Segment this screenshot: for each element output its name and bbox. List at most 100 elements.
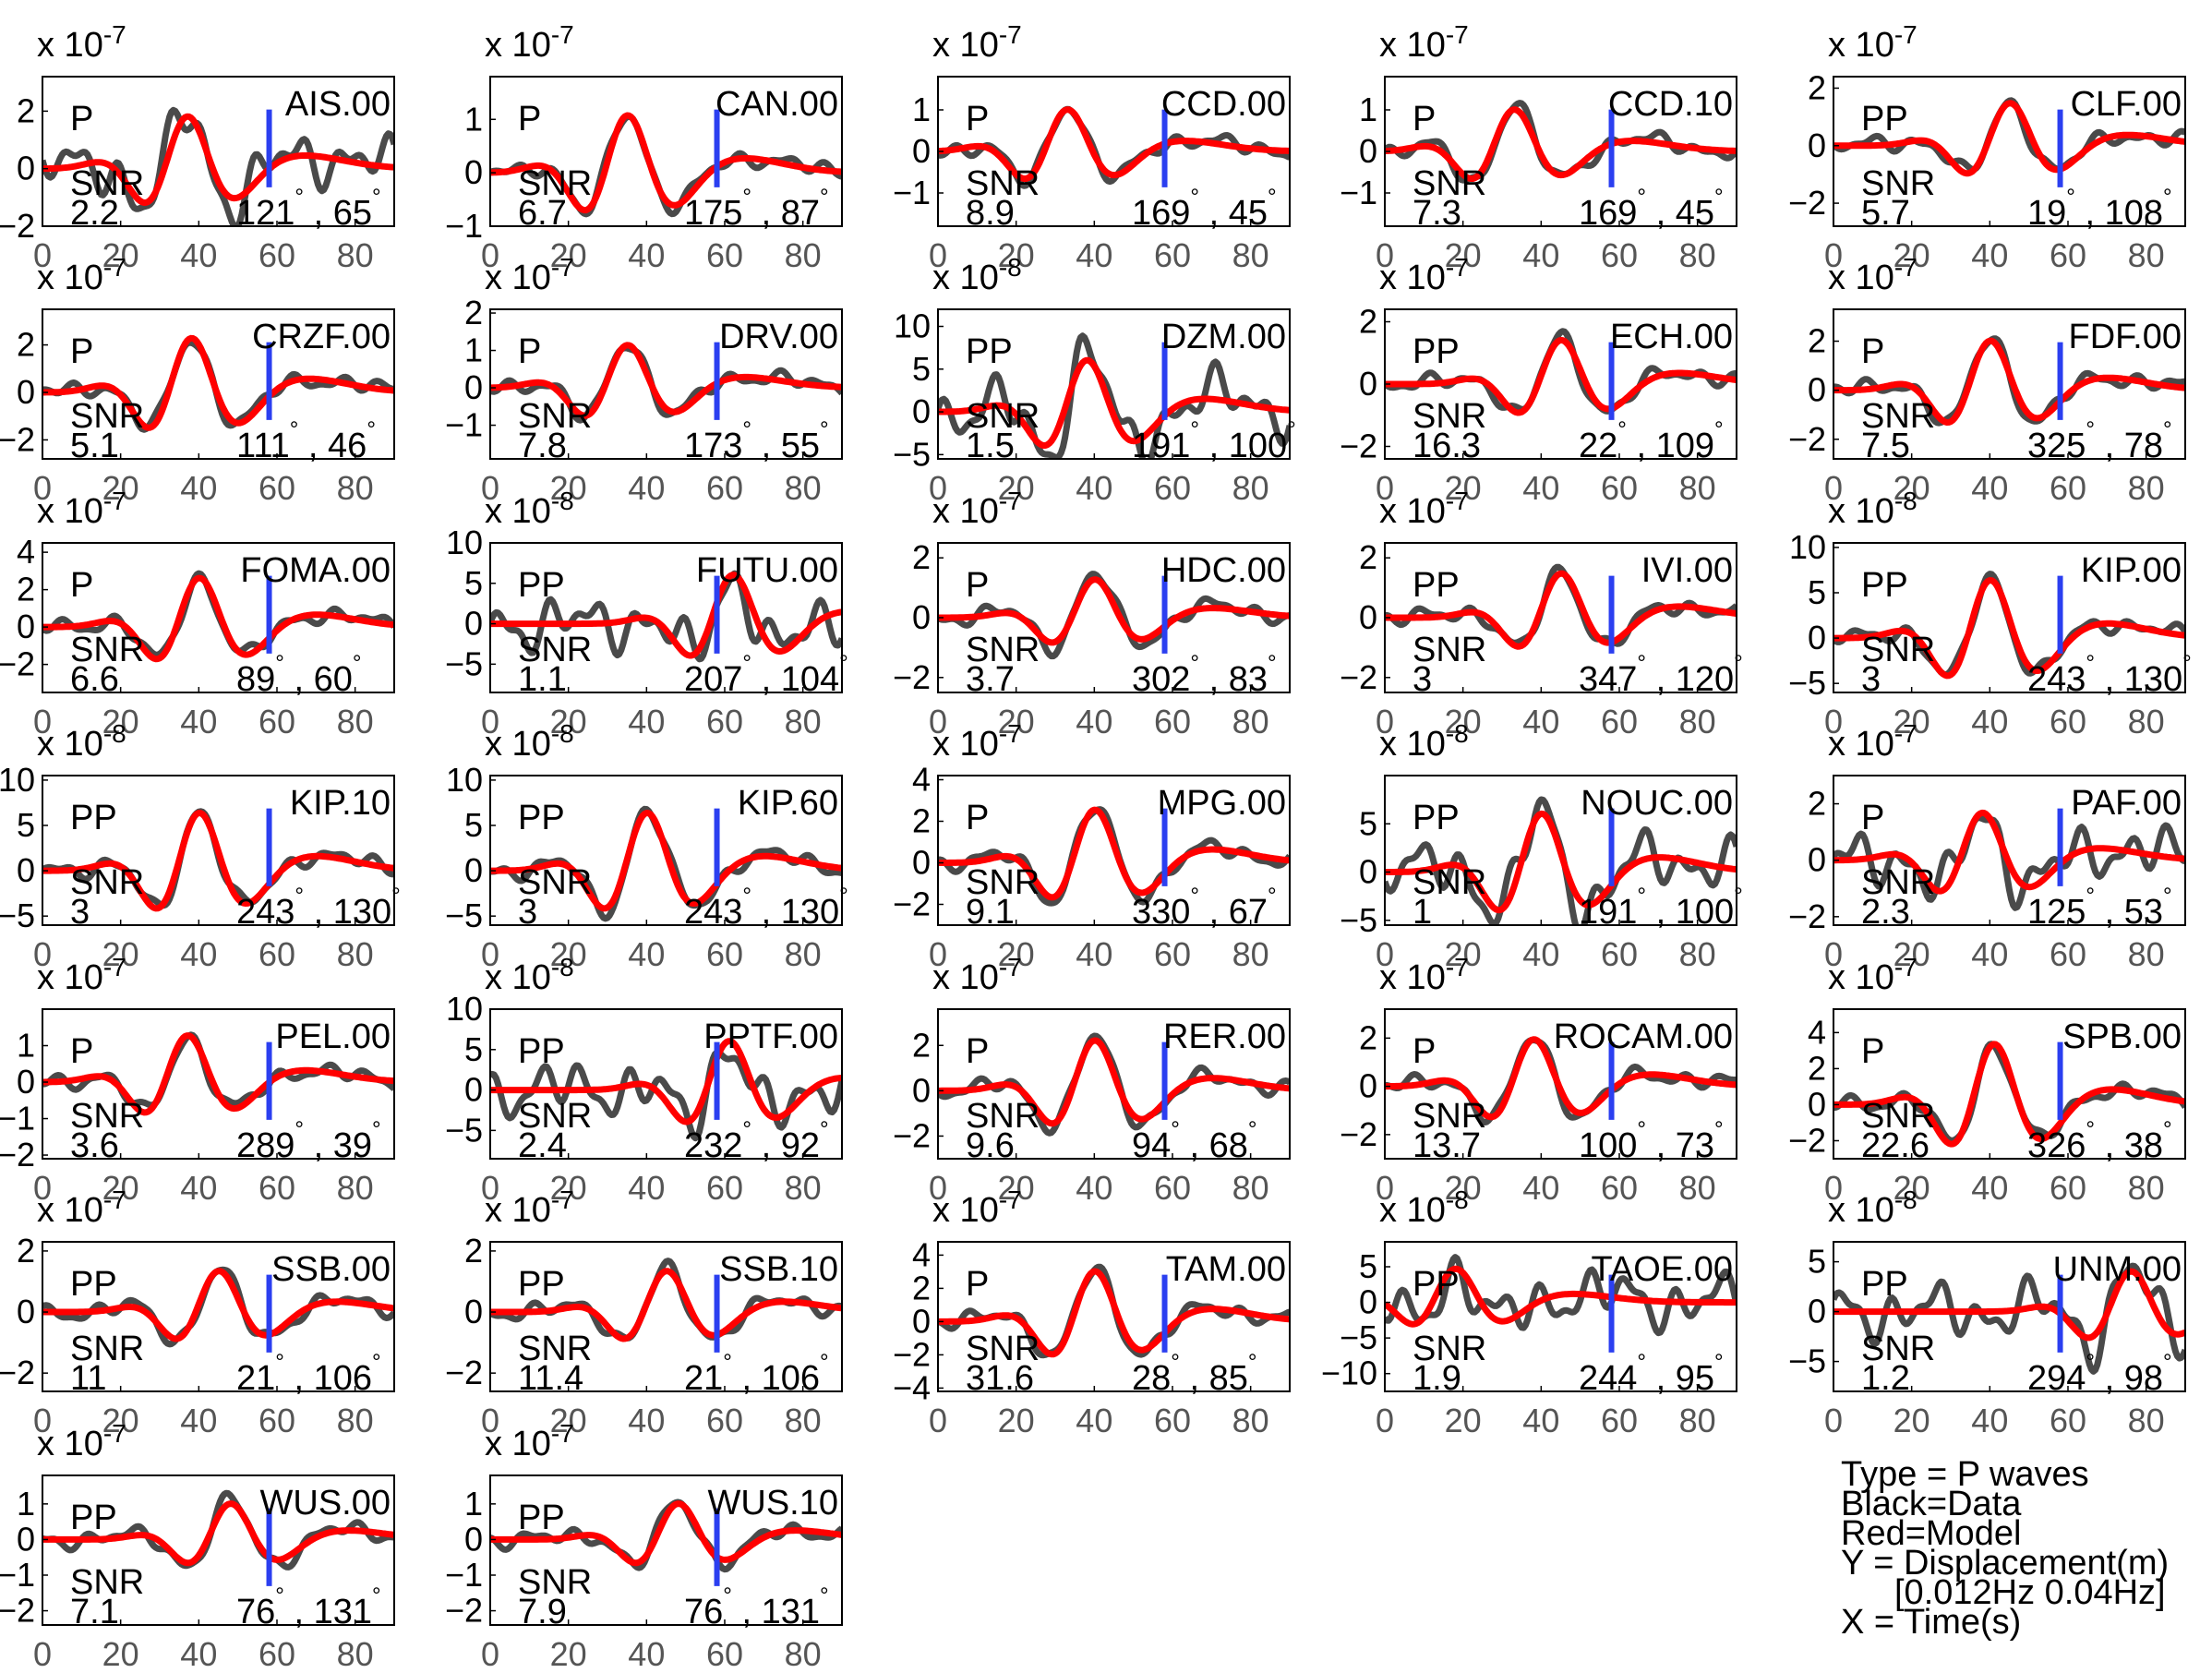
x-tick-label: 80 (1232, 1169, 1269, 1207)
y-tick-label: −2 (1340, 658, 1377, 696)
x-tick-label: 20 (102, 703, 139, 740)
y-exponent-label: x 10-7 (485, 253, 574, 297)
station-name: KIP.10 (290, 784, 391, 823)
y-tick-label: 2 (17, 91, 35, 129)
x-tick-label: 40 (180, 935, 217, 973)
x-tick-label: 60 (2050, 1169, 2086, 1207)
x-tick-label: 40 (1522, 1169, 1559, 1207)
axes-frame (489, 76, 843, 227)
x-tick-label: 60 (706, 935, 743, 973)
model-trace (1833, 577, 2185, 680)
x-tick-label: 80 (2128, 236, 2165, 274)
snr-label: SNR (1413, 1097, 1486, 1136)
x-tick-label: 40 (1076, 1402, 1112, 1439)
snr-value: 6.6 (70, 660, 119, 699)
x-tick-label: 20 (998, 469, 1035, 507)
x-tick-label: 60 (1601, 469, 1638, 507)
x-tick-label: 80 (2128, 703, 2165, 740)
phase-label: PP (1413, 799, 1460, 837)
x-tick-label: 20 (102, 469, 139, 507)
x-tick-label: 20 (102, 1402, 139, 1439)
data-trace (490, 1049, 842, 1142)
snr-value: 11 (70, 1359, 106, 1398)
station-name: PAF.00 (2071, 784, 2182, 823)
snr-value: 5.1 (70, 427, 119, 465)
x-tick-label: 60 (1154, 236, 1191, 274)
station-name: MPG.00 (1158, 784, 1286, 823)
snr-label: SNR (518, 1563, 592, 1602)
y-tick-label: 4 (17, 533, 35, 571)
y-tick-label: 2 (464, 294, 483, 331)
phase-label: P (966, 799, 989, 837)
phase-label: PP (1413, 332, 1460, 371)
y-exponent-label: x 10-8 (1379, 1186, 1469, 1230)
phase-label: P (1861, 332, 1884, 371)
y-tick-label: 10 (446, 761, 483, 799)
x-tick-label: 0 (481, 935, 499, 973)
azimuth-distance: 19° , 108° (2027, 185, 2172, 233)
y-tick-label: 10 (1789, 528, 1826, 566)
x-tick-label: 0 (481, 236, 499, 274)
station-name: DRV.00 (719, 318, 838, 356)
x-tick-label: 40 (180, 469, 217, 507)
x-tick-label: 0 (929, 1402, 947, 1439)
axes-frame (42, 1241, 395, 1392)
snr-value: 2.3 (1861, 893, 1910, 932)
x-tick-label: 40 (628, 469, 665, 507)
y-tick-label: −5 (1788, 664, 1826, 702)
y-exponent-label: x 10-7 (1828, 719, 1917, 764)
y-tick-label: 0 (912, 844, 931, 882)
x-tick-label: 20 (1893, 703, 1930, 740)
x-tick-label: 20 (550, 1169, 587, 1207)
phase-label: PP (1413, 566, 1460, 605)
y-tick-label: 0 (464, 1520, 483, 1558)
axes-frame (42, 1474, 395, 1626)
azimuth-distance: 173° , 55° (684, 417, 829, 465)
y-tick-label: −1 (445, 1556, 483, 1594)
snr-value: 7.8 (518, 427, 567, 465)
x-tick-label: 80 (2128, 935, 2165, 973)
x-tick-label: 0 (1824, 469, 1843, 507)
y-tick-label: −2 (893, 1335, 931, 1373)
y-tick-label: −2 (0, 1354, 35, 1391)
x-tick-label: 0 (33, 1169, 52, 1207)
axes-frame (937, 1241, 1291, 1392)
model-trace (1385, 810, 1737, 914)
axes-frame (937, 308, 1291, 460)
x-tick-label: 0 (33, 703, 52, 740)
y-tick-label: 0 (1808, 619, 1826, 656)
y-tick-label: 0 (464, 1293, 483, 1330)
y-exponent-label: x 10-7 (1379, 953, 1469, 997)
x-tick-label: 0 (33, 236, 52, 274)
x-tick-label: 80 (1232, 935, 1269, 973)
model-trace (1385, 570, 1737, 650)
x-tick-label: 80 (337, 236, 374, 274)
y-tick-label: 0 (912, 1071, 931, 1109)
y-exponent-label: x 10-7 (37, 20, 126, 65)
x-tick-label: 20 (550, 1635, 587, 1673)
x-tick-label: 60 (1154, 935, 1191, 973)
snr-value: 3 (1413, 660, 1432, 699)
model-trace (1385, 1036, 1737, 1121)
y-tick-label: 0 (1359, 132, 1377, 170)
y-tick-label: 0 (17, 1063, 35, 1101)
x-tick-label: 80 (1679, 236, 1716, 274)
y-exponent-label: x 10-7 (1828, 253, 1917, 297)
x-tick-label: 20 (998, 703, 1035, 740)
snr-value: 3.7 (966, 660, 1015, 699)
snr-label: SNR (1861, 1330, 1935, 1368)
station-name: CRZF.00 (252, 318, 391, 356)
y-tick-label: −2 (0, 1136, 35, 1174)
station-name: ECH.00 (1610, 318, 1733, 356)
y-tick-label: 0 (17, 1520, 35, 1558)
y-exponent-label: x 10-7 (932, 487, 1022, 531)
axes-frame (42, 542, 395, 693)
y-tick-label: 2 (912, 1026, 931, 1064)
y-tick-label: 0 (912, 598, 931, 636)
